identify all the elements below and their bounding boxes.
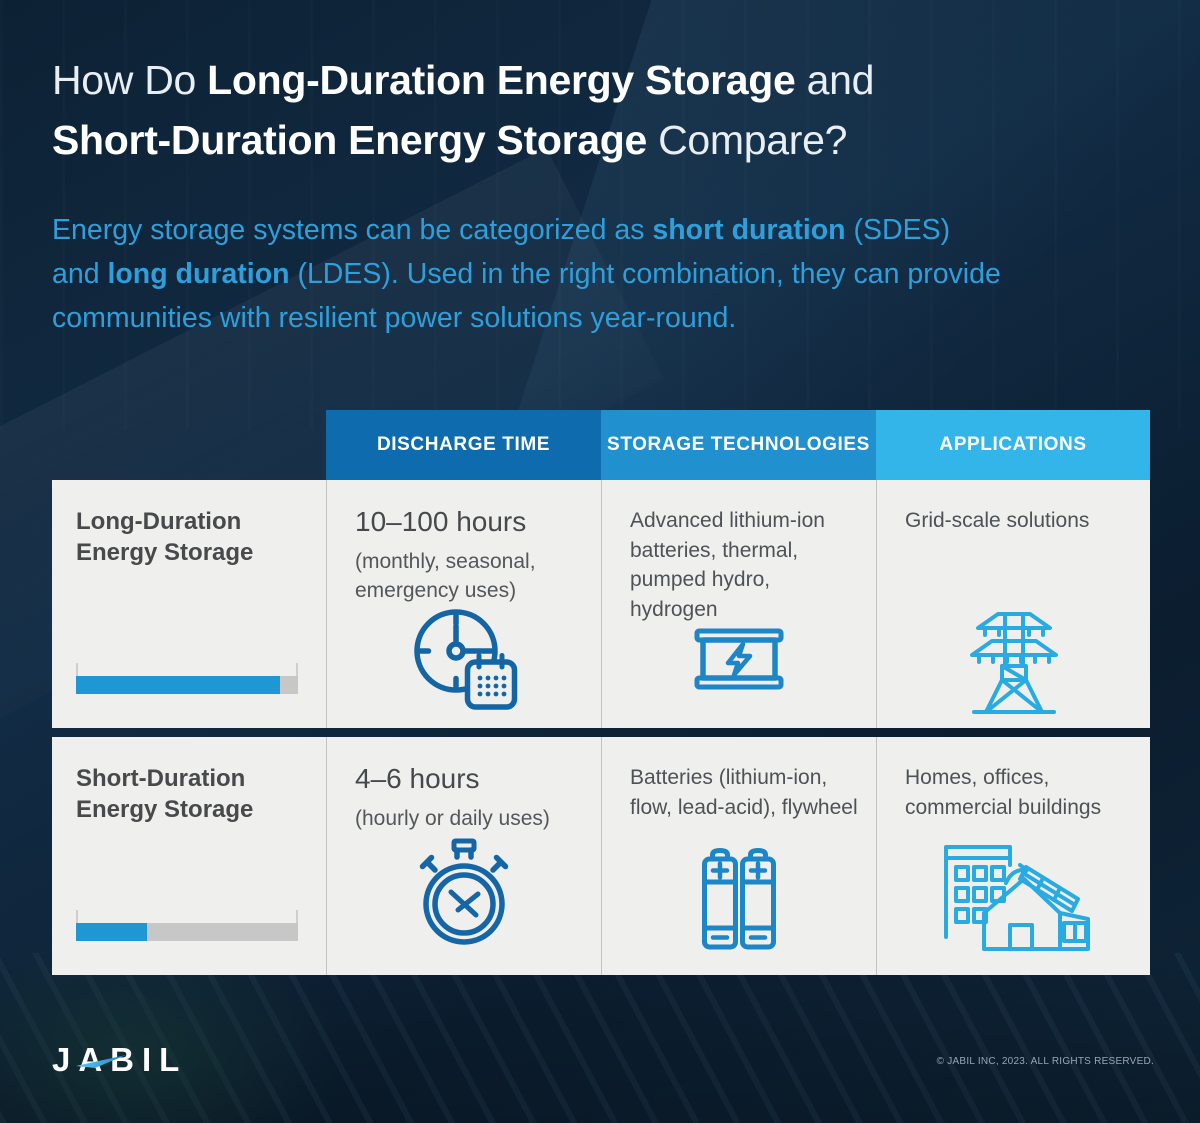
house-solar-icon — [936, 837, 1092, 951]
transmission-tower-icon — [958, 598, 1070, 716]
discharge-time-cell: 4–6 hours (hourly or daily uses) — [326, 737, 601, 975]
storage-technologies-cell: Batteries (lithium-ion, flow, lead-acid)… — [601, 737, 876, 975]
column-header-storage-technologies: STORAGE TECHNOLOGIES — [601, 410, 876, 480]
copyright-text: © JABIL INC, 2023. ALL RIGHTS RESERVED. — [936, 1056, 1154, 1067]
discharge-time-cell: 10–100 hours (monthly, seasonal, emergen… — [326, 480, 601, 728]
applications-text: Grid-scale solutions — [905, 509, 1090, 532]
row-label: Long-Duration Energy Storage — [76, 508, 254, 566]
discharge-detail: (hourly or daily uses) — [355, 807, 550, 830]
applications-cell: Homes, offices, commercial buildings — [876, 737, 1150, 975]
jabil-swoosh-icon — [76, 1055, 126, 1068]
clock-calendar-icon — [404, 599, 524, 714]
discharge-value: 4–6 hours — [355, 763, 480, 794]
battery-bolt-icon — [693, 624, 785, 694]
comparison-table: DISCHARGE TIME STORAGE TECHNOLOGIES APPL… — [52, 410, 1150, 975]
technologies-text: Advanced lithium-ion batteries, thermal,… — [630, 509, 825, 621]
storage-technologies-cell: Advanced lithium-ion batteries, thermal,… — [601, 480, 876, 728]
jabil-logo-text: JABIL — [52, 1041, 188, 1078]
duration-bar — [76, 910, 298, 941]
column-header-applications: APPLICATIONS — [876, 410, 1150, 480]
duration-bar — [76, 663, 298, 694]
table-row-short-duration: Short-Duration Energy Storage 4–6 hours … — [52, 737, 1150, 975]
page-title: How Do Long-Duration Energy Storage and S… — [52, 57, 875, 163]
applications-text: Homes, offices, commercial buildings — [905, 766, 1102, 819]
duration-bar-fill — [76, 676, 281, 694]
intro-paragraph: Energy storage systems can be categorize… — [52, 214, 1001, 334]
row-label-cell: Long-Duration Energy Storage — [52, 480, 326, 728]
bar-end-tick — [76, 910, 78, 923]
bar-end-tick — [296, 910, 298, 923]
discharge-value: 10–100 hours — [355, 506, 527, 537]
technologies-text: Batteries (lithium-ion, flow, lead-acid)… — [630, 766, 858, 819]
bar-end-tick — [296, 663, 298, 676]
row-label-cell: Short-Duration Energy Storage — [52, 737, 326, 975]
table-header-row: DISCHARGE TIME STORAGE TECHNOLOGIES APPL… — [326, 410, 1150, 480]
row-label: Short-Duration Energy Storage — [76, 765, 254, 823]
jabil-logo: JABIL — [52, 1041, 202, 1078]
column-header-discharge-time: DISCHARGE TIME — [326, 410, 601, 480]
bar-end-tick — [76, 663, 78, 676]
applications-cell: Grid-scale solutions — [876, 480, 1150, 728]
stopwatch-icon — [416, 837, 512, 949]
table-row-long-duration: Long-Duration Energy Storage 10–100 hour… — [52, 480, 1150, 728]
discharge-detail: (monthly, seasonal, emergency uses) — [355, 550, 536, 602]
background-bottom-texture — [0, 953, 1200, 1123]
aa-batteries-icon — [699, 844, 779, 952]
duration-bar-fill — [76, 923, 148, 941]
